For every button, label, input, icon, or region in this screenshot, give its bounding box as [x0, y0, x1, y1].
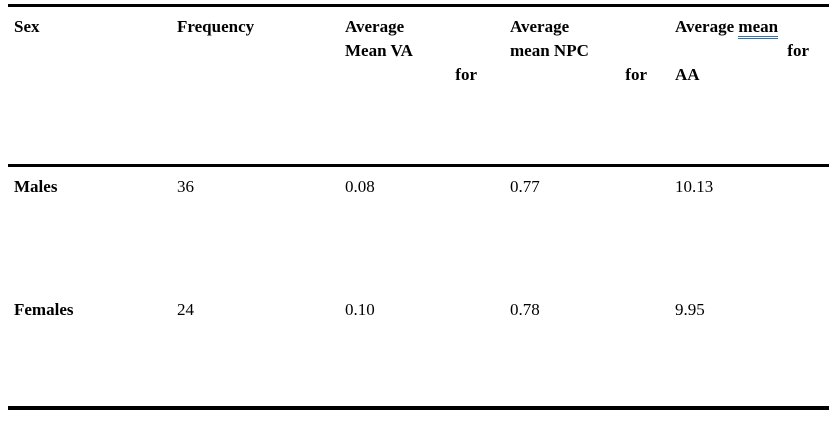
females-mean-npc-cell: 0.78: [510, 300, 540, 319]
table-header-row: Sex Frequency Average Mean VA for Averag…: [8, 7, 829, 167]
males-sex-cell: Males: [14, 177, 58, 196]
header-average-mean-aa: Average mean for AA: [669, 7, 829, 164]
females-mean-aa-cell: 9.95: [675, 300, 705, 319]
header-sex-label: Sex: [14, 17, 40, 36]
header-average-mean-npc: Average mean NPC for: [504, 7, 669, 164]
header-aa-line1: Average mean: [675, 15, 829, 39]
males-mean-va-cell: 0.08: [345, 177, 375, 196]
table-row-males: Males 36 0.08 0.77 10.13: [8, 167, 829, 290]
statistics-table: Sex Frequency Average Mean VA for Averag…: [8, 4, 829, 410]
header-aa-line1-text: Average: [675, 17, 735, 36]
header-aa-line3: AA: [675, 65, 700, 84]
females-frequency-cell: 24: [177, 300, 194, 319]
males-mean-aa-cell: 10.13: [675, 177, 714, 196]
header-va-line1: Average: [345, 17, 405, 36]
females-mean-va-cell: 0.10: [345, 300, 375, 319]
males-frequency-cell: 36: [177, 177, 194, 196]
header-npc-line2: mean NPC: [510, 41, 589, 60]
header-npc-for: for: [625, 65, 647, 84]
table-row-females: Females 24 0.10 0.78 9.95: [8, 290, 829, 406]
header-aa-for: for: [787, 41, 809, 60]
header-frequency: Frequency: [171, 7, 339, 164]
header-npc-line1: Average: [510, 17, 570, 36]
header-sex: Sex: [8, 7, 171, 164]
header-average-mean-va: Average Mean VA for: [339, 7, 504, 164]
header-aa-grammar-underlined-word: mean: [738, 17, 779, 39]
header-va-line2: Mean VA: [345, 41, 413, 60]
females-sex-cell: Females: [14, 300, 74, 319]
males-mean-npc-cell: 0.77: [510, 177, 540, 196]
header-frequency-label: Frequency: [177, 17, 255, 36]
header-va-for: for: [455, 65, 477, 84]
